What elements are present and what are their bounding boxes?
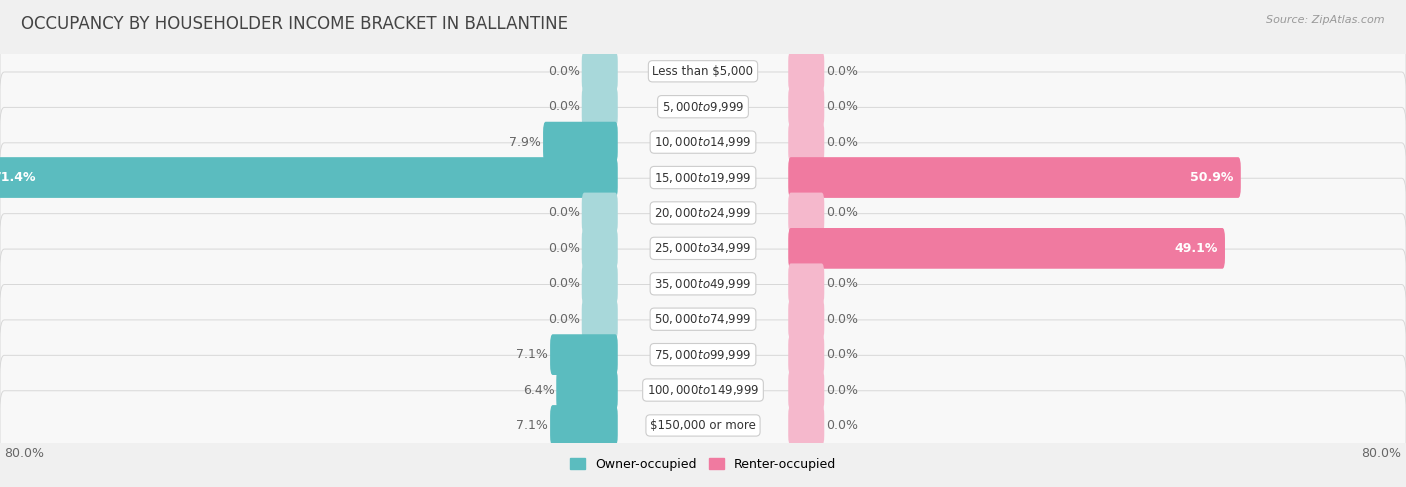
Text: $150,000 or more: $150,000 or more [650, 419, 756, 432]
Text: 6.4%: 6.4% [523, 384, 554, 396]
FancyBboxPatch shape [0, 157, 617, 198]
FancyBboxPatch shape [789, 51, 824, 92]
FancyBboxPatch shape [0, 178, 1406, 248]
Text: 0.0%: 0.0% [827, 135, 858, 149]
Text: 0.0%: 0.0% [827, 419, 858, 432]
Text: 0.0%: 0.0% [548, 65, 581, 78]
Text: OCCUPANCY BY HOUSEHOLDER INCOME BRACKET IN BALLANTINE: OCCUPANCY BY HOUSEHOLDER INCOME BRACKET … [21, 15, 568, 33]
FancyBboxPatch shape [0, 37, 1406, 106]
Text: 0.0%: 0.0% [548, 100, 581, 113]
FancyBboxPatch shape [550, 334, 617, 375]
FancyBboxPatch shape [557, 370, 617, 411]
FancyBboxPatch shape [0, 356, 1406, 425]
Text: 0.0%: 0.0% [827, 100, 858, 113]
FancyBboxPatch shape [0, 249, 1406, 318]
FancyBboxPatch shape [789, 157, 1241, 198]
FancyBboxPatch shape [0, 320, 1406, 389]
Text: $10,000 to $14,999: $10,000 to $14,999 [654, 135, 752, 149]
FancyBboxPatch shape [789, 86, 824, 127]
FancyBboxPatch shape [0, 72, 1406, 141]
FancyBboxPatch shape [0, 391, 1406, 460]
FancyBboxPatch shape [550, 405, 617, 446]
FancyBboxPatch shape [0, 143, 1406, 212]
Text: $75,000 to $99,999: $75,000 to $99,999 [654, 348, 752, 362]
Text: 7.9%: 7.9% [509, 135, 541, 149]
Text: 0.0%: 0.0% [827, 384, 858, 396]
FancyBboxPatch shape [0, 214, 1406, 283]
Text: $20,000 to $24,999: $20,000 to $24,999 [654, 206, 752, 220]
FancyBboxPatch shape [789, 263, 824, 304]
FancyBboxPatch shape [582, 51, 617, 92]
FancyBboxPatch shape [789, 122, 824, 163]
Text: 0.0%: 0.0% [548, 313, 581, 326]
FancyBboxPatch shape [582, 299, 617, 339]
Text: 0.0%: 0.0% [548, 277, 581, 290]
Text: 71.4%: 71.4% [0, 171, 35, 184]
Text: 0.0%: 0.0% [827, 65, 858, 78]
FancyBboxPatch shape [543, 122, 617, 163]
Text: 80.0%: 80.0% [1361, 447, 1402, 460]
FancyBboxPatch shape [789, 370, 824, 411]
Text: Source: ZipAtlas.com: Source: ZipAtlas.com [1267, 15, 1385, 25]
Text: 7.1%: 7.1% [516, 419, 548, 432]
Text: 0.0%: 0.0% [827, 313, 858, 326]
FancyBboxPatch shape [0, 108, 1406, 177]
Legend: Owner-occupied, Renter-occupied: Owner-occupied, Renter-occupied [565, 453, 841, 476]
FancyBboxPatch shape [582, 263, 617, 304]
Text: Less than $5,000: Less than $5,000 [652, 65, 754, 78]
Text: 0.0%: 0.0% [548, 242, 581, 255]
Text: 0.0%: 0.0% [548, 206, 581, 220]
Text: $50,000 to $74,999: $50,000 to $74,999 [654, 312, 752, 326]
Text: $25,000 to $34,999: $25,000 to $34,999 [654, 242, 752, 255]
FancyBboxPatch shape [789, 299, 824, 339]
Text: 50.9%: 50.9% [1191, 171, 1234, 184]
Text: 7.1%: 7.1% [516, 348, 548, 361]
FancyBboxPatch shape [789, 405, 824, 446]
Text: 0.0%: 0.0% [827, 277, 858, 290]
Text: 80.0%: 80.0% [4, 447, 45, 460]
Text: 0.0%: 0.0% [827, 206, 858, 220]
FancyBboxPatch shape [789, 334, 824, 375]
FancyBboxPatch shape [582, 228, 617, 269]
Text: $100,000 to $149,999: $100,000 to $149,999 [647, 383, 759, 397]
FancyBboxPatch shape [789, 228, 1225, 269]
Text: 0.0%: 0.0% [827, 348, 858, 361]
Text: 49.1%: 49.1% [1174, 242, 1218, 255]
Text: $5,000 to $9,999: $5,000 to $9,999 [662, 100, 744, 113]
FancyBboxPatch shape [582, 86, 617, 127]
FancyBboxPatch shape [789, 192, 824, 233]
FancyBboxPatch shape [0, 284, 1406, 354]
Text: $35,000 to $49,999: $35,000 to $49,999 [654, 277, 752, 291]
FancyBboxPatch shape [582, 192, 617, 233]
Text: $15,000 to $19,999: $15,000 to $19,999 [654, 170, 752, 185]
